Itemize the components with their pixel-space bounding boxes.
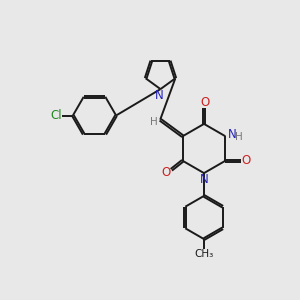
Text: CH₃: CH₃: [194, 249, 214, 259]
Text: H: H: [235, 132, 243, 142]
Text: O: O: [161, 166, 170, 179]
Text: N: N: [154, 89, 164, 102]
Text: O: O: [242, 154, 251, 167]
Text: O: O: [200, 96, 209, 109]
Text: N: N: [227, 128, 236, 141]
Text: Cl: Cl: [50, 109, 61, 122]
Text: H: H: [150, 117, 158, 127]
Text: N: N: [200, 173, 208, 186]
